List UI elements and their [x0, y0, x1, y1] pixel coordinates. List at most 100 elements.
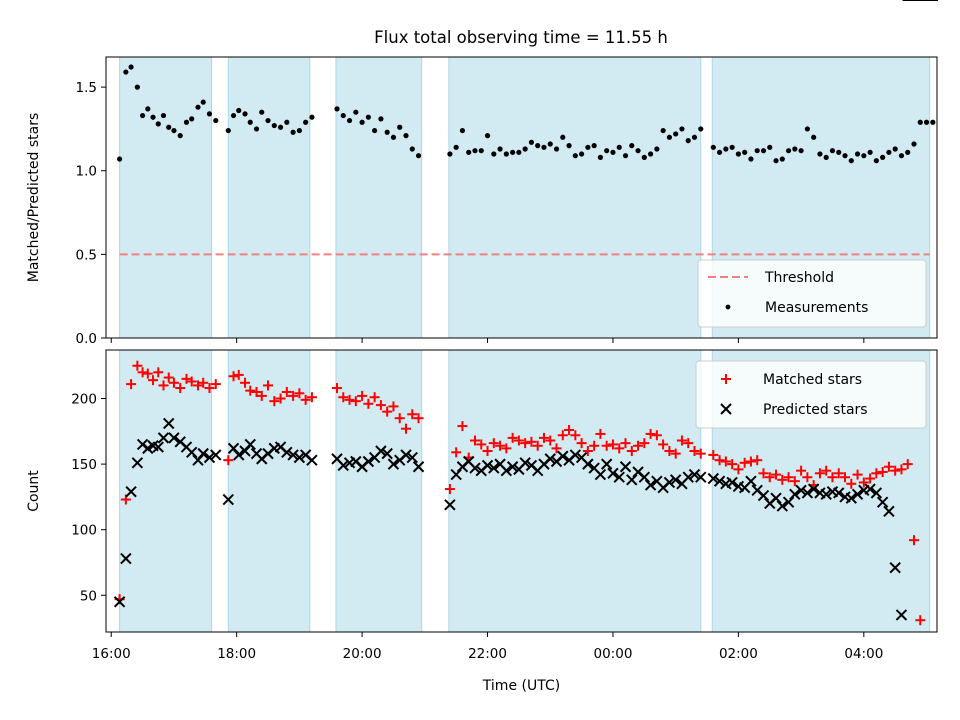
predicted-stars-point	[381, 447, 393, 460]
measurement-point	[829, 148, 836, 154]
observation-band	[448, 56, 702, 339]
measurement-point	[277, 124, 284, 130]
matched-stars-point	[186, 376, 197, 387]
measurement-point	[622, 153, 629, 159]
predicted-stars-point	[375, 445, 387, 457]
x-tick-label: 18:00	[217, 646, 256, 662]
measurement-point	[679, 126, 685, 132]
matched-stars-point	[727, 459, 738, 470]
predicted-stars-point	[362, 455, 375, 468]
matched-stars-point	[607, 439, 618, 450]
measurement-point	[247, 119, 253, 125]
matched-stars-point	[670, 448, 681, 459]
x-axis-label: Time (UTC)	[482, 678, 560, 694]
predicted-stars-point	[795, 484, 807, 497]
measurement-point	[150, 114, 156, 120]
predicted-stars-point	[500, 464, 513, 477]
matched-stars-point	[833, 468, 844, 479]
measurement-point	[390, 134, 397, 140]
predicted-stars-point	[851, 488, 864, 500]
measurement-point	[585, 144, 591, 150]
predicted-stars-point	[607, 467, 619, 480]
matched-stars-point	[620, 438, 631, 449]
predicted-stars-point	[444, 499, 456, 511]
measurement-point	[905, 149, 911, 155]
predicted-stars-point	[125, 485, 137, 498]
predicted-stars-point	[210, 449, 222, 461]
matched-stars-point	[564, 425, 575, 436]
matched-stars-point	[758, 468, 769, 479]
measurement-point	[155, 121, 161, 127]
measurement-point	[823, 154, 829, 160]
matched-stars-point	[639, 438, 650, 449]
legend-box	[695, 360, 927, 429]
matched-stars-point	[294, 388, 305, 399]
matched-stars-point	[821, 465, 832, 476]
measurement-point	[560, 134, 566, 140]
measurement-point	[597, 154, 604, 160]
predicted-stars-point	[222, 493, 235, 506]
legend-matched-label: Matched stars	[763, 372, 862, 388]
matched-stars-point	[752, 455, 763, 466]
measurement-point	[253, 126, 260, 132]
measurement-point	[748, 156, 754, 162]
predicted-stars-points	[113, 0, 938, 621]
count-subplot: 50 100 150 200 16:00 18:00 20:00 22:00 00:00 02:…	[26, 0, 938, 694]
measurement-point	[397, 124, 403, 130]
measurement-point	[798, 148, 804, 154]
predicted-stars-point	[197, 447, 209, 460]
predicted-stars-point	[870, 487, 883, 499]
matched-stars-point	[745, 456, 756, 467]
matched-stars-point	[651, 430, 662, 441]
matched-stars-point	[192, 380, 203, 391]
legend: Matched stars Predicted stars	[695, 360, 927, 429]
measurement-point	[491, 151, 497, 157]
matched-stars-point	[545, 435, 556, 446]
measurement-point	[742, 149, 748, 155]
predicted-stars-point	[889, 562, 901, 574]
predicted-stars-point	[638, 471, 651, 483]
measurement-point	[334, 106, 340, 112]
measurement-point	[836, 149, 842, 155]
legend-box	[697, 259, 927, 328]
measurement-point	[880, 154, 886, 160]
predicted-stars-point	[281, 446, 293, 459]
y-axis-ticks: 50 100 150 200	[71, 392, 106, 604]
matched-stars-point	[520, 438, 531, 449]
predicted-stars-point	[644, 479, 657, 491]
matched-stars-point	[444, 484, 455, 495]
measurement-point	[817, 151, 823, 157]
x-tick-label: 20:00	[343, 646, 382, 662]
matched-stars-point	[350, 396, 361, 407]
measurement-point	[271, 122, 277, 129]
matched-stars-point	[909, 535, 920, 546]
y-tick-label: 1.5	[76, 80, 97, 96]
matched-stars-point	[394, 413, 405, 424]
matched-stars-point	[827, 472, 838, 483]
matched-stars-point	[840, 472, 851, 483]
matched-stars-point	[269, 396, 280, 407]
y-tick-label: 1.0	[76, 164, 97, 180]
measurement-point	[735, 151, 741, 157]
matched-stars-point	[137, 367, 148, 378]
measurement-point	[848, 158, 854, 164]
x-tick-label: 00:00	[594, 646, 633, 662]
matched-stars-point	[589, 440, 600, 451]
matched-stars-point	[683, 438, 694, 449]
measurement-point	[591, 143, 597, 149]
matched-stars-point	[865, 473, 876, 484]
measurement-point	[472, 148, 478, 154]
predicted-stars-point	[400, 449, 412, 461]
matched-stars-point	[245, 385, 256, 396]
matched-stars-point	[890, 465, 901, 476]
measurement-point	[225, 127, 231, 134]
matched-stars-point	[526, 436, 537, 447]
matched-stars-point	[375, 400, 386, 411]
predicted-stars-point	[287, 449, 299, 461]
legend-predicted-swatch	[720, 403, 732, 415]
predicted-stars-point	[203, 451, 216, 464]
matched-stars-point	[332, 383, 343, 394]
x-tick-label: 22:00	[468, 646, 507, 662]
predicted-stars-point	[600, 458, 613, 470]
matched-stars-point	[413, 413, 424, 424]
